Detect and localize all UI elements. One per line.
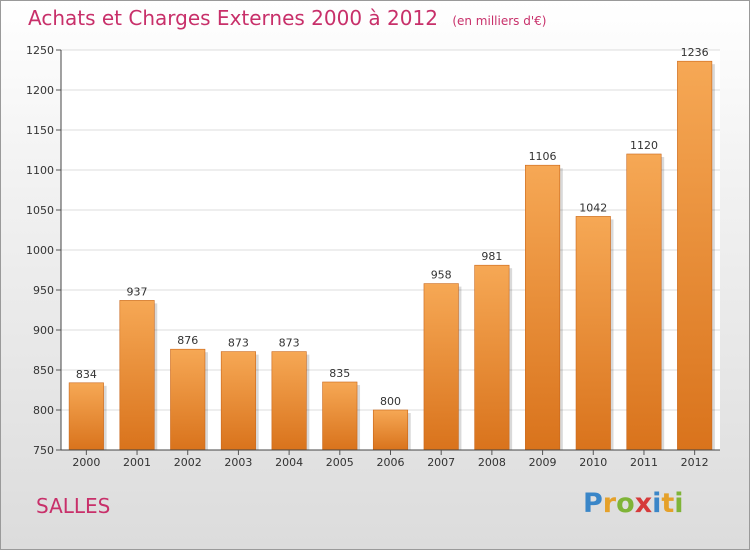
value-label-2010: 1042 <box>579 201 607 214</box>
grid-lines <box>61 49 720 451</box>
value-label-2009: 1106 <box>529 150 557 163</box>
x-tick-label-2005: 2005 <box>326 456 354 469</box>
x-tick-label-2000: 2000 <box>72 456 100 469</box>
x-tick-label-2010: 2010 <box>579 456 607 469</box>
y-tick-label: 950 <box>33 284 54 297</box>
y-tick-label: 1150 <box>26 124 54 137</box>
chart-title-text: Achats et Charges Externes 2000 à 2012 <box>28 6 438 30</box>
x-tick-label-2009: 2009 <box>529 456 557 469</box>
proxiti-logo: Proxiti <box>583 488 684 519</box>
bar-2012 <box>677 60 713 451</box>
x-tick-label-2002: 2002 <box>174 456 202 469</box>
value-label-2012: 1236 <box>681 46 709 59</box>
value-label-2011: 1120 <box>630 139 658 152</box>
y-tick-label: 1000 <box>26 244 54 257</box>
value-label-2002: 876 <box>177 334 198 347</box>
value-label-2004: 873 <box>279 337 300 350</box>
y-tick-label: 1200 <box>26 84 54 97</box>
value-label-2008: 981 <box>481 250 502 263</box>
value-label-2005: 835 <box>329 367 350 380</box>
x-tick-label-2012: 2012 <box>681 456 709 469</box>
value-label-2007: 958 <box>431 269 452 282</box>
axes <box>56 49 720 455</box>
bar-2005 <box>322 381 358 451</box>
bar-2003 <box>220 351 256 451</box>
x-tick-label-2011: 2011 <box>630 456 658 469</box>
bars <box>68 60 715 451</box>
x-tick-label-2008: 2008 <box>478 456 506 469</box>
x-tick-label-2007: 2007 <box>427 456 455 469</box>
y-tick-label: 900 <box>33 324 54 337</box>
chart-title: Achats et Charges Externes 2000 à 2012 (… <box>28 6 546 30</box>
labels: 750 800 850 900 950 1000 1050 1100 1150 1200 1250 2… <box>26 44 709 469</box>
y-tick-label: 750 <box>33 444 54 457</box>
bar-2011 <box>626 153 662 451</box>
y-tick-label: 1250 <box>26 44 54 57</box>
bar-2010 <box>575 216 611 451</box>
x-tick-label-2001: 2001 <box>123 456 151 469</box>
bar-2004 <box>271 351 307 451</box>
value-label-2001: 937 <box>127 285 148 298</box>
bar-2002 <box>170 348 206 451</box>
bar-2009 <box>525 164 561 451</box>
value-label-2006: 800 <box>380 395 401 408</box>
x-tick-label-2006: 2006 <box>377 456 405 469</box>
commune-name: SALLES <box>36 494 111 518</box>
x-tick-label-2003: 2003 <box>224 456 252 469</box>
y-tick-label: 850 <box>33 364 54 377</box>
y-tick-label: 1100 <box>26 164 54 177</box>
bar-2008 <box>474 264 510 451</box>
bar-2007 <box>423 283 459 451</box>
value-label-2000: 834 <box>76 368 97 381</box>
chart-subtitle: (en milliers d'€) <box>452 14 547 28</box>
y-tick-label: 800 <box>33 404 54 417</box>
bar-2006 <box>372 409 409 451</box>
y-tick-label: 1050 <box>26 204 54 217</box>
x-tick-label-2004: 2004 <box>275 456 303 469</box>
bar-2001 <box>119 300 155 451</box>
bar-2000 <box>68 382 104 451</box>
value-label-2003: 873 <box>228 337 249 350</box>
